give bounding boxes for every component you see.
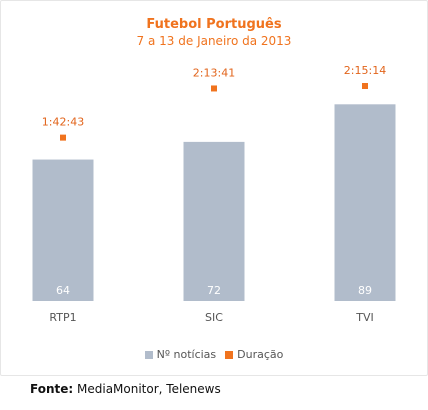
legend-label-noticias: Nº notícias [156,348,217,361]
source-note: Fonte: MediaMonitor, Telenews [30,382,221,396]
duration-label-tvi: 2:15:14 [344,64,386,77]
bar-sic[interactable] [183,141,245,301]
bar-tvi[interactable] [334,104,396,301]
duration-label-rtp1: 1:42:43 [42,116,84,129]
source-label: Fonte: [30,382,74,396]
category-label-rtp1: RTP1 [49,311,76,324]
bar-rtp1[interactable] [32,159,94,301]
duration-point-rtp1[interactable] [60,134,66,141]
legend: Nº notícias Duração [0,348,428,361]
category-label-sic: SIC [205,311,223,324]
chart-plot: 64 RTP1 1:42:43 72 SIC 2:13:41 89 TVI 2:15:14 [32,64,396,324]
chart-subtitle: 7 a 13 de Janeiro da 2013 [136,34,292,48]
legend-item-duracao[interactable]: Duração [225,348,283,361]
bar-value-label-tvi: 89 [358,284,372,297]
legend-label-duracao: Duração [237,348,284,361]
legend-item-noticias[interactable]: Nº notícias [144,348,217,361]
bar-value-label-sic: 72 [207,284,221,297]
duration-point-sic[interactable] [211,85,217,92]
bar-value-label-rtp1: 64 [56,284,70,297]
source-text: MediaMonitor, Telenews [77,382,221,396]
legend-swatch-duracao [225,350,234,359]
chart-title: Futebol Português [146,17,282,32]
legend-swatch-noticias [144,350,153,359]
category-label-tvi: TVI [355,311,374,324]
duration-label-sic: 2:13:41 [193,66,235,79]
duration-point-tvi[interactable] [362,83,368,90]
